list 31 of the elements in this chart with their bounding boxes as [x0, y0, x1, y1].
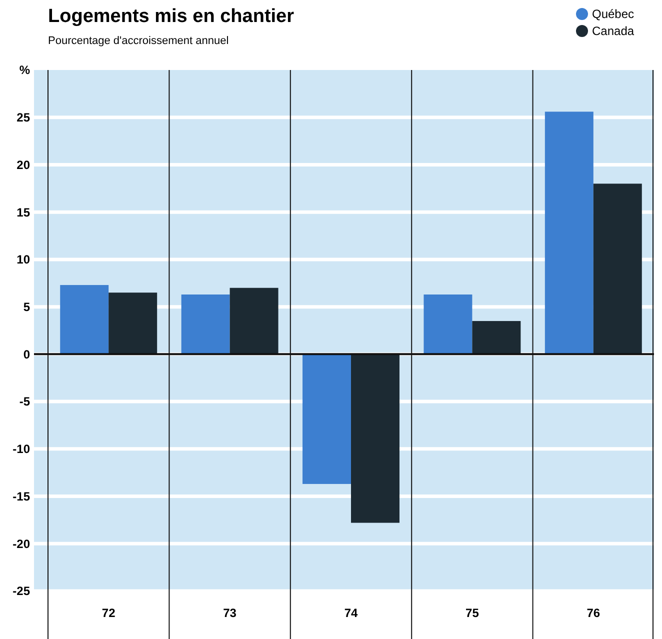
y-tick-label: -10 [12, 442, 30, 456]
x-tick-label: 74 [344, 606, 358, 620]
y-tick-label: 15 [16, 205, 30, 220]
y-tick-label: -20 [12, 536, 30, 551]
y-tick-label: -5 [19, 394, 30, 409]
legend-label: Québec [592, 7, 634, 22]
y-tick-label: 5 [23, 300, 30, 314]
bar [230, 288, 278, 354]
y-tick-label: -15 [12, 489, 30, 504]
x-tick-label: 73 [223, 606, 237, 620]
bar [472, 321, 521, 354]
x-tick-label: 75 [466, 606, 480, 620]
x-tick-label: 76 [586, 606, 600, 620]
bar [108, 292, 158, 354]
y-tick-label: 25 [16, 110, 30, 125]
bar [181, 294, 230, 354]
y-tick-label: 10 [16, 252, 30, 267]
bar [351, 354, 400, 523]
y-tick-label: 20 [16, 158, 30, 172]
y-tick-label: -25 [12, 584, 30, 598]
y-tick-label: % [19, 63, 30, 78]
y-tick-label: 0 [23, 347, 30, 362]
bar [544, 112, 594, 354]
legend-label: Canada [592, 24, 634, 38]
chart-subtitle: Pourcentage d'accroissement annuel [48, 35, 229, 47]
bar [60, 285, 109, 354]
bar [593, 184, 642, 354]
bar [302, 354, 351, 484]
bar [424, 294, 472, 354]
chart-title: Logements mis en chantier [48, 6, 295, 27]
x-tick-label: 72 [102, 606, 116, 620]
